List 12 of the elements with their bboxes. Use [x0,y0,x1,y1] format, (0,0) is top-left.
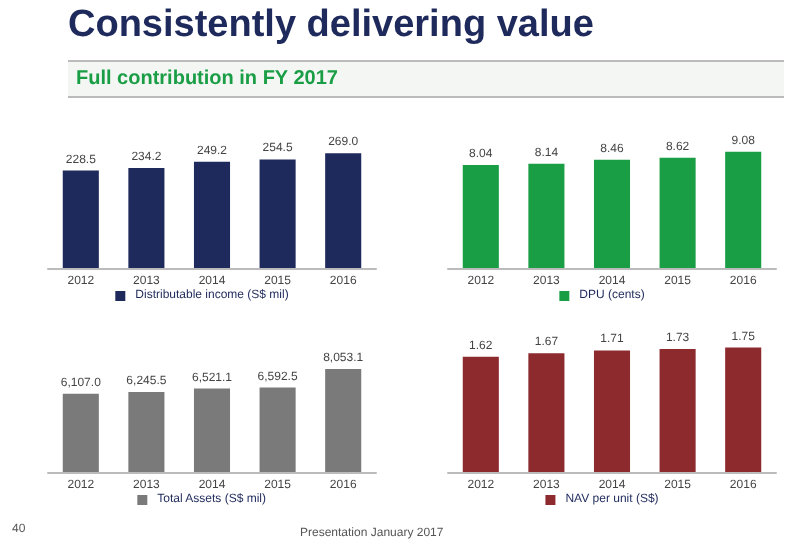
chart-title: Consistently delivering value [68,4,594,48]
bar [193,161,231,268]
bar [62,393,99,472]
bar [325,368,362,472]
bar [193,388,231,472]
bar [259,159,296,268]
bar [62,170,99,268]
bar [128,168,165,268]
bar [128,392,165,472]
chart-subtitle: Full contribution in FY 2017 [68,60,784,98]
bar [259,387,296,472]
bar [325,153,362,268]
